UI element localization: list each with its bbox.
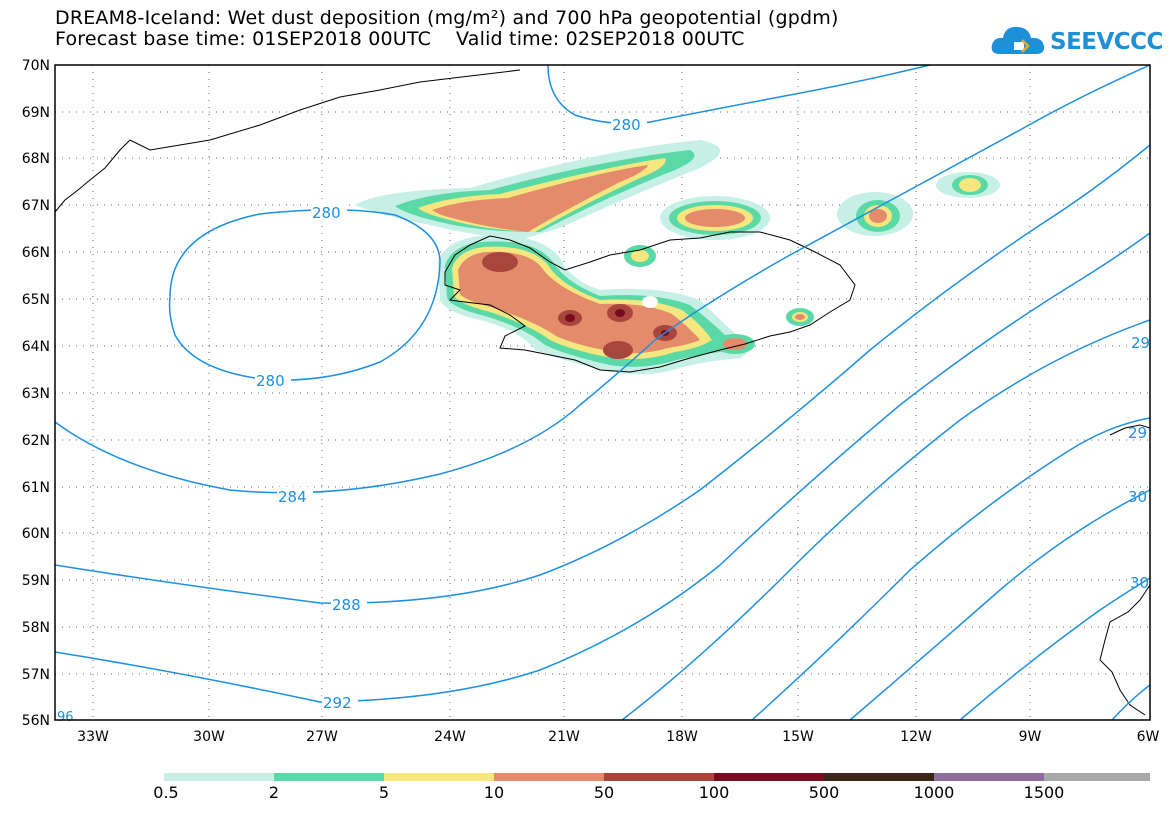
lon-label: 33W: [77, 729, 109, 745]
colorbar-label: 50: [593, 783, 615, 802]
coastline: [54, 69, 1151, 716]
map-subtitle: Forecast base time: 01SEP2018 00UTC Vali…: [55, 28, 745, 50]
lat-label: 64N: [22, 339, 50, 355]
contour-label: 280: [256, 372, 285, 390]
seevccc-logo: SEEVCCC: [990, 20, 1163, 60]
lon-label: 21W: [548, 729, 580, 745]
contour-label: 280: [612, 116, 641, 134]
lon-label: 27W: [306, 729, 338, 745]
lat-label: 60N: [22, 526, 50, 542]
colorbar-label: 10: [483, 783, 505, 802]
lat-label: 56N: [22, 713, 50, 729]
lon-label: 12W: [900, 729, 932, 745]
colorbar-label: 500: [808, 783, 840, 802]
lat-label: 65N: [22, 292, 50, 308]
contour-label: 29: [1128, 424, 1147, 442]
lon-label: 9W: [1019, 729, 1042, 745]
dust-deposition-field: [355, 140, 1000, 375]
colorbar-segment: [824, 773, 934, 781]
lat-label: 69N: [22, 105, 50, 121]
colorbar-segment: [494, 773, 604, 781]
lon-label: 18W: [666, 729, 698, 745]
lat-label: 67N: [22, 198, 50, 214]
cloud-icon: [991, 26, 1045, 54]
colorbar-segment: [934, 773, 1044, 781]
lat-label: 62N: [22, 433, 50, 449]
contour-label: 288: [332, 596, 361, 614]
map-graticule: [55, 65, 1150, 720]
lon-label: 15W: [782, 729, 814, 745]
colorbar-label: 0.5: [153, 783, 179, 802]
colorbar-segment: [164, 773, 274, 781]
lon-label: 30W: [193, 729, 225, 745]
lat-label: 61N: [22, 480, 50, 496]
colorbar-segment: [1044, 773, 1150, 781]
colorbar-label: 5: [378, 783, 390, 802]
lat-label: 57N: [22, 667, 50, 683]
lat-label: 59N: [22, 573, 50, 589]
contour-label: 30: [1130, 574, 1149, 592]
latitude-axis: 70N 69N 68N 67N 66N 65N 64N 63N 62N 61N …: [22, 58, 50, 729]
contour-label: 30: [1128, 488, 1147, 506]
colorbar-segment: [714, 773, 824, 781]
colorbar-label: 1500: [1023, 783, 1065, 802]
colorbar-segment: [384, 773, 494, 781]
map-frame: [54, 64, 1151, 721]
lat-label: 66N: [22, 245, 50, 261]
longitude-axis: 33W 30W 27W 24W 21W 18W 15W 12W 9W 6W: [77, 729, 1159, 745]
colorbar-label: 2: [268, 783, 280, 802]
colorbar-segment: [274, 773, 384, 781]
map-title: DREAM8-Iceland: Wet dust deposition (mg/…: [55, 7, 839, 29]
lat-label: 63N: [22, 386, 50, 402]
lon-label: 24W: [434, 729, 466, 745]
contour-label: 29: [1131, 334, 1150, 352]
geopotential-contours: [54, 64, 1151, 721]
colorbar-label: 100: [698, 783, 730, 802]
contour-label: 96: [57, 710, 74, 725]
logo-text: SEEVCCC: [1050, 29, 1163, 55]
colorbar-label: 1000: [913, 783, 955, 802]
lat-label: 70N: [22, 58, 50, 74]
contour-label: 292: [323, 694, 352, 712]
contour-labels: 280 280 280 284 288 292 29 30 30 96 29: [57, 114, 1150, 725]
lon-label: 6W: [1137, 729, 1160, 745]
contour-label: 280: [312, 204, 341, 222]
lat-label: 58N: [22, 620, 50, 636]
lat-label: 68N: [22, 151, 50, 167]
contour-label: 284: [278, 488, 307, 506]
colorbar-segment: [604, 773, 714, 781]
